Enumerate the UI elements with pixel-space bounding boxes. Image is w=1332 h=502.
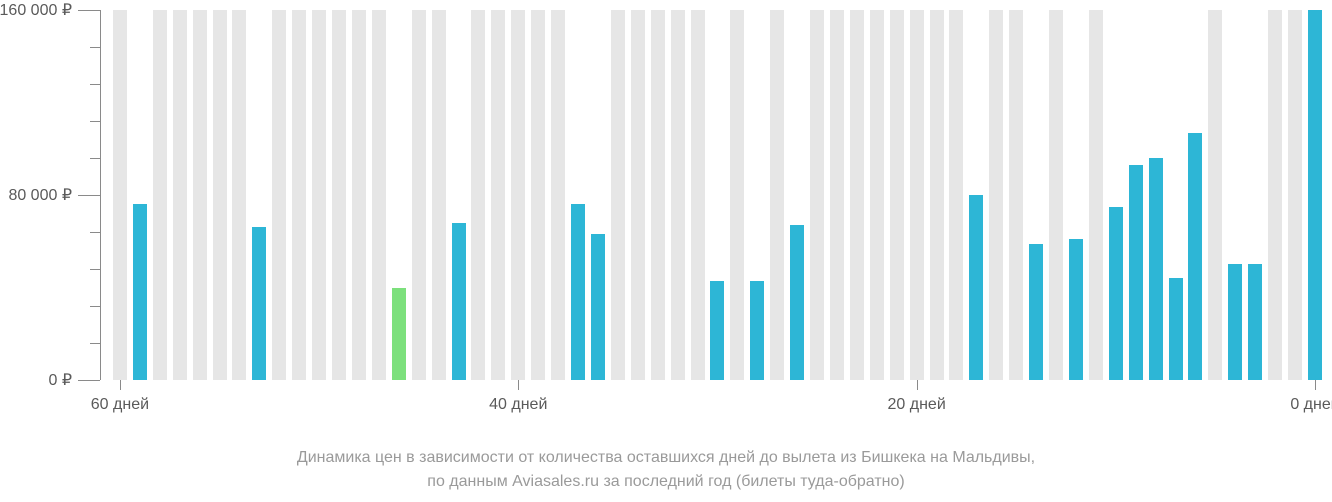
- y-tick-minor: [90, 158, 100, 159]
- bar: [1228, 264, 1242, 380]
- bar: [790, 225, 804, 380]
- bar: [710, 281, 724, 380]
- bar-nodata: [1009, 10, 1023, 380]
- x-tick-mark: [518, 380, 519, 390]
- y-tick-minor: [90, 269, 100, 270]
- bar-nodata: [551, 10, 565, 380]
- bar-nodata: [989, 10, 1003, 380]
- bar-nodata: [1268, 10, 1282, 380]
- bar-nodata: [770, 10, 784, 380]
- bar-nodata: [292, 10, 306, 380]
- bar: [133, 204, 147, 380]
- bar: [1248, 264, 1262, 380]
- bar-nodata: [193, 10, 207, 380]
- bar-nodata: [412, 10, 426, 380]
- bar-nodata: [671, 10, 685, 380]
- bar-nodata: [213, 10, 227, 380]
- bar-nodata: [173, 10, 187, 380]
- bar-nodata: [611, 10, 625, 380]
- y-tick-label: 80 000 ₽: [8, 185, 100, 205]
- bar-nodata: [631, 10, 645, 380]
- x-tick-label: 60 дней: [91, 396, 149, 414]
- bar-nodata: [491, 10, 505, 380]
- bar-nodata: [850, 10, 864, 380]
- caption-line-2: по данным Aviasales.ru за последний год …: [0, 470, 1332, 494]
- bar-nodata: [153, 10, 167, 380]
- y-tick-minor: [90, 84, 100, 85]
- y-tick-minor: [90, 47, 100, 48]
- y-tick-label: 160 000 ₽: [0, 0, 100, 20]
- bar-nodata: [232, 10, 246, 380]
- bar: [591, 234, 605, 380]
- bar-nodata: [910, 10, 924, 380]
- x-tick-mark: [120, 380, 121, 390]
- bar-nodata: [272, 10, 286, 380]
- bar: [1129, 165, 1143, 380]
- y-tick-minor: [90, 343, 100, 344]
- bar: [1109, 207, 1123, 380]
- bar-nodata: [870, 10, 884, 380]
- bar-nodata: [651, 10, 665, 380]
- bar: [1069, 239, 1083, 380]
- bar-nodata: [352, 10, 366, 380]
- bar: [452, 223, 466, 380]
- bar: [1169, 278, 1183, 380]
- bar: [571, 204, 585, 380]
- plot-area: 0 ₽80 000 ₽160 000 ₽60 дней40 дней20 дне…: [100, 10, 1315, 380]
- bar-nodata: [511, 10, 525, 380]
- y-axis-line: [100, 10, 101, 380]
- bar-nodata: [372, 10, 386, 380]
- bar-nodata: [1288, 10, 1302, 380]
- bar: [1188, 133, 1202, 380]
- bar-nodata: [1208, 10, 1222, 380]
- y-tick-minor: [90, 306, 100, 307]
- bar-nodata: [332, 10, 346, 380]
- bar: [1029, 244, 1043, 380]
- bar-nodata: [730, 10, 744, 380]
- y-tick-label: 0 ₽: [48, 370, 100, 390]
- bar: [750, 281, 764, 380]
- bar-nodata: [830, 10, 844, 380]
- bar-nodata: [810, 10, 824, 380]
- y-tick-minor: [90, 232, 100, 233]
- bar-nodata: [1049, 10, 1063, 380]
- bar-nodata: [890, 10, 904, 380]
- bar: [1308, 10, 1322, 380]
- bar-nodata: [1089, 10, 1103, 380]
- bar-nodata: [531, 10, 545, 380]
- x-tick-mark: [1315, 380, 1316, 390]
- x-tick-label: 0 дней: [1290, 396, 1332, 414]
- bar-nodata: [949, 10, 963, 380]
- chart-caption: Динамика цен в зависимости от количества…: [0, 446, 1332, 494]
- x-tick-label: 20 дней: [888, 396, 946, 414]
- bar: [969, 195, 983, 380]
- x-tick-mark: [917, 380, 918, 390]
- bar-nodata: [432, 10, 446, 380]
- x-tick-label: 40 дней: [489, 396, 547, 414]
- caption-line-1: Динамика цен в зависимости от количества…: [0, 446, 1332, 470]
- bar: [392, 288, 406, 381]
- bar-nodata: [930, 10, 944, 380]
- bar: [1149, 158, 1163, 380]
- y-tick-minor: [90, 121, 100, 122]
- bar-nodata: [471, 10, 485, 380]
- bar-nodata: [113, 10, 127, 380]
- bar: [252, 227, 266, 380]
- price-dynamics-chart: 0 ₽ 80 000 ₽ 160 000 ₽ 60 дней 40 дней 20 дне…: [0, 0, 1332, 502]
- bar-nodata: [312, 10, 326, 380]
- bar-nodata: [691, 10, 705, 380]
